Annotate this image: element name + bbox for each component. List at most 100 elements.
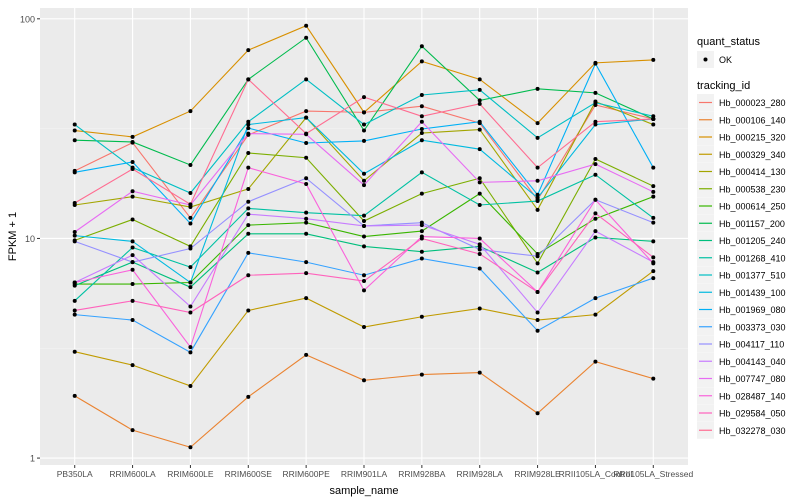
legend-label: Hb_004143_040 <box>719 357 786 367</box>
data-point <box>419 138 424 143</box>
data-point <box>304 140 309 145</box>
data-point <box>246 186 251 191</box>
data-point <box>72 122 77 127</box>
legend-label: Hb_000329_340 <box>719 150 786 160</box>
data-point <box>593 162 598 167</box>
data-point <box>188 109 193 114</box>
data-point <box>477 127 482 132</box>
x-tick-label: RRIM901LA <box>341 469 388 479</box>
y-tick-label: 100 <box>20 14 35 24</box>
data-point <box>419 229 424 234</box>
data-point <box>477 370 482 375</box>
y-tick-label: 1 <box>30 454 35 464</box>
data-point <box>362 95 366 100</box>
data-point <box>72 239 77 244</box>
data-point <box>593 229 598 234</box>
data-point <box>593 61 598 66</box>
data-point <box>593 359 598 364</box>
data-point <box>477 242 482 247</box>
data-point <box>362 244 366 249</box>
data-point <box>651 189 656 194</box>
data-point <box>535 328 540 333</box>
data-point <box>246 273 251 278</box>
data-point <box>651 255 656 260</box>
data-point <box>362 178 366 183</box>
data-point <box>362 219 366 224</box>
legend-label: Hb_001205_240 <box>719 236 786 246</box>
data-point <box>246 126 251 131</box>
data-point <box>188 221 193 226</box>
data-point <box>130 253 135 258</box>
data-point <box>304 131 309 136</box>
data-point <box>362 110 366 115</box>
data-point <box>304 176 309 181</box>
data-point <box>130 239 135 244</box>
data-point <box>130 260 135 265</box>
data-point <box>188 280 193 285</box>
data-point <box>246 119 251 124</box>
data-point <box>72 349 77 354</box>
data-point <box>593 119 598 124</box>
data-point <box>304 109 309 114</box>
data-point <box>419 104 424 109</box>
data-point <box>593 197 598 202</box>
data-point <box>188 310 193 315</box>
color-legend-title: tracking_id <box>697 80 750 92</box>
data-point <box>246 212 251 217</box>
data-point <box>246 231 251 236</box>
x-tick-label: PB350LA <box>57 469 93 479</box>
data-point <box>362 288 366 293</box>
data-point <box>535 290 540 295</box>
data-point <box>477 147 482 152</box>
data-point <box>419 223 424 228</box>
data-point <box>477 306 482 311</box>
data-point <box>535 121 540 126</box>
legend-label: Hb_000538_230 <box>719 184 786 194</box>
data-point <box>362 273 366 278</box>
data-point <box>246 223 251 228</box>
data-point <box>304 352 309 357</box>
data-point <box>535 192 540 197</box>
data-point <box>535 207 540 212</box>
data-point <box>362 183 366 188</box>
legend-label: Hb_001439_100 <box>719 288 786 298</box>
data-point <box>188 191 193 196</box>
data-point <box>477 176 482 181</box>
legend-label: Hb_001377_510 <box>719 271 786 281</box>
data-point <box>419 131 424 136</box>
legend-label: Hb_001157_200 <box>719 219 785 229</box>
data-point <box>362 128 366 133</box>
data-point <box>535 135 540 140</box>
data-point <box>651 184 656 189</box>
data-point <box>477 191 482 196</box>
data-point <box>535 199 540 204</box>
data-point <box>362 378 366 383</box>
data-point <box>130 245 135 250</box>
data-point <box>593 122 598 127</box>
data-point <box>304 260 309 265</box>
data-point <box>651 57 656 62</box>
data-point <box>651 220 656 225</box>
data-point <box>477 251 482 256</box>
data-point <box>593 100 598 105</box>
legend-label: Hb_001969_080 <box>719 305 786 315</box>
legend-label: Hb_000106_140 <box>719 115 786 125</box>
x-tick-label: RRIM600LE <box>167 469 214 479</box>
data-point <box>188 202 193 207</box>
data-point <box>651 261 656 266</box>
data-point <box>72 201 77 206</box>
data-point <box>362 223 366 228</box>
data-point <box>246 77 251 82</box>
data-point <box>72 393 77 398</box>
data-point <box>72 170 77 175</box>
data-point <box>651 276 656 281</box>
data-point <box>304 77 309 82</box>
data-point <box>130 167 135 172</box>
x-tick-label: RRIM600SE <box>225 469 273 479</box>
x-tick-label: RRII105LA_Stressed <box>613 469 693 479</box>
data-point <box>188 162 193 167</box>
data-point <box>304 271 309 276</box>
data-point <box>188 304 193 309</box>
data-point <box>477 101 482 106</box>
